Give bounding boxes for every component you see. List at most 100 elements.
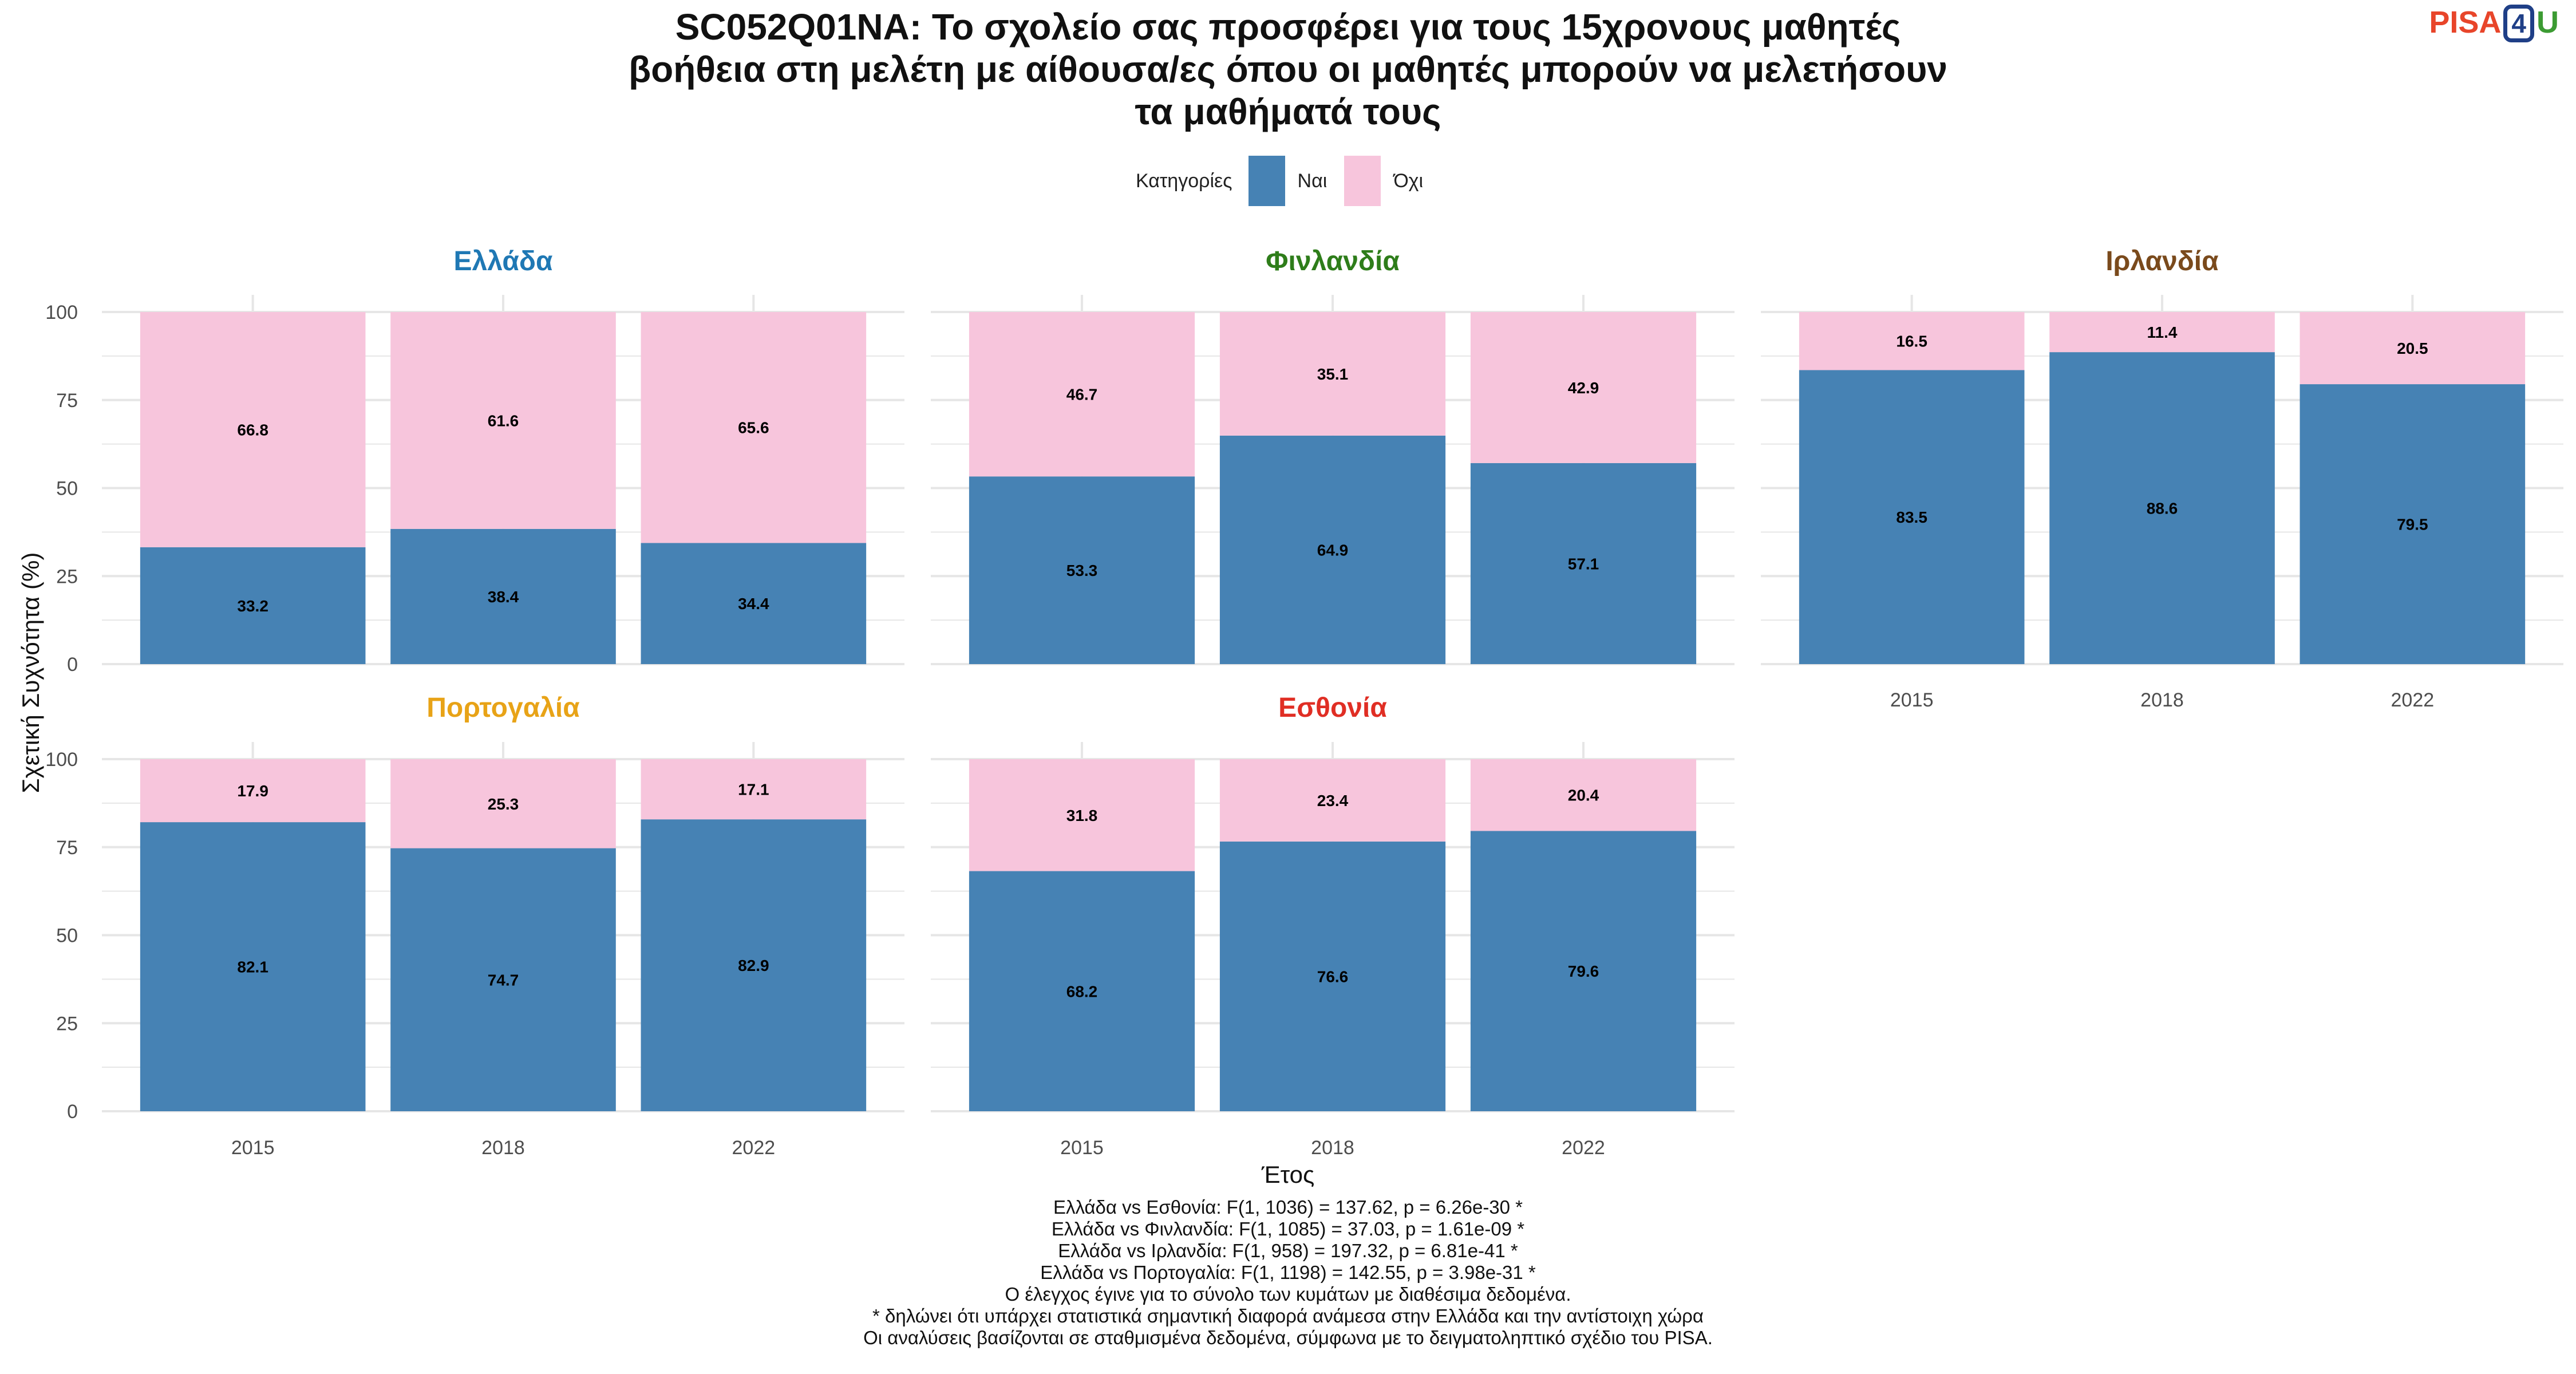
bar-no (1470, 312, 1697, 463)
panel-title: Εσθονία (1278, 693, 1387, 723)
data-label-no: 17.1 (738, 781, 769, 799)
x-tick-label: 2018 (481, 1137, 525, 1159)
data-label-yes: 79.5 (2397, 516, 2428, 534)
logo-text-pisa: PISA (2429, 5, 2502, 40)
data-label-yes: 68.2 (1066, 982, 1098, 1000)
x-tick-label: 2018 (1311, 1137, 1354, 1159)
data-label-no: 65.6 (738, 419, 769, 437)
x-tick-label: 2015 (1890, 689, 1934, 711)
bar-yes (1470, 463, 1697, 664)
x-tick-label: 2015 (231, 1137, 275, 1159)
bar-no (969, 312, 1195, 477)
data-label-yes: 76.6 (1317, 968, 1349, 985)
data-label-no: 11.4 (2147, 323, 2178, 341)
bar-yes (2300, 384, 2526, 664)
bar-no (2300, 312, 2526, 385)
x-tick-label: 2022 (1562, 1137, 1605, 1159)
data-label-yes: 83.5 (1896, 508, 1927, 526)
footnote-line: * δηλώνει ότι υπάρχει στατιστικά σημαντι… (872, 1305, 1704, 1326)
bar-no (2049, 312, 2275, 353)
legend-label-no: Όχι (1393, 169, 1424, 192)
data-label-no: 20.4 (1568, 787, 1599, 804)
x-tick-label: 2022 (732, 1137, 776, 1159)
legend-key-yes (1248, 156, 1285, 206)
data-label-yes: 82.9 (738, 957, 769, 974)
panel-title: Ιρλανδία (2105, 246, 2219, 277)
bar-no (390, 312, 616, 529)
data-label-yes: 53.3 (1066, 562, 1098, 579)
data-label-no: 25.3 (488, 795, 519, 813)
data-label-yes: 64.9 (1317, 541, 1349, 559)
data-label-no: 16.5 (1896, 333, 1927, 350)
y-tick-label: 100 (45, 302, 78, 323)
bar-no (390, 759, 616, 848)
y-tick-label: 0 (67, 1101, 78, 1123)
footnote-line: Ελλάδα vs Εσθονία: F(1, 1036) = 137.62, … (1053, 1197, 1523, 1218)
data-label-yes: 82.1 (237, 958, 268, 976)
data-label-no: 23.4 (1317, 792, 1349, 810)
x-tick-label: 2022 (2391, 689, 2435, 711)
y-tick-label: 25 (56, 566, 78, 587)
bar-yes (1219, 841, 1446, 1111)
legend-label-yes: Ναι (1297, 169, 1327, 192)
y-tick-label: 50 (56, 478, 78, 500)
x-tick-label: 2018 (2140, 689, 2184, 711)
bar-no (641, 759, 867, 820)
footnote-line: Οι αναλύσεις βασίζονται σε σταθμισμένα δ… (863, 1327, 1713, 1348)
data-label-no: 31.8 (1066, 807, 1098, 824)
data-label-yes: 88.6 (2147, 500, 2178, 518)
panel-title: Φινλανδία (1266, 246, 1400, 277)
bar-no (641, 312, 867, 543)
y-tick-label: 50 (56, 925, 78, 947)
data-label-no: 42.9 (1568, 379, 1599, 397)
bar-yes (140, 547, 366, 664)
title-line-3: τα μαθήματά τους (1135, 91, 1441, 132)
bar-yes (390, 528, 616, 664)
footnote-line: Ο έλεγχος έγινε για το σύνολο των κυμάτω… (1005, 1284, 1571, 1305)
footnote-line: Ελλάδα vs Φινλανδία: F(1, 1085) = 37.03,… (1051, 1218, 1525, 1239)
data-label-no: 46.7 (1066, 386, 1098, 404)
legend-key-no (1344, 156, 1381, 206)
bar-no (1219, 759, 1446, 842)
data-label-yes: 34.4 (738, 595, 769, 613)
data-label-yes: 74.7 (488, 971, 519, 989)
title-line-2: βοήθεια στη μελέτη με αίθουσα/ες όπου οι… (629, 49, 1947, 90)
bar-no (1470, 759, 1697, 831)
footnote-line: Ελλάδα vs Πορτογαλία: F(1, 1198) = 142.5… (1040, 1262, 1536, 1283)
bar-no (1799, 312, 2025, 370)
bar-no (1219, 312, 1446, 436)
y-axis-label: Σχετική Συχνότητα (%) (17, 552, 44, 793)
data-label-no: 35.1 (1317, 365, 1349, 383)
data-label-no: 61.6 (488, 412, 519, 429)
footnotes: Ελλάδα vs Εσθονία: F(1, 1036) = 137.62, … (0, 1197, 2576, 1349)
y-tick-label: 75 (56, 837, 78, 859)
bar-yes (969, 476, 1195, 664)
bar-yes (390, 848, 616, 1111)
bar-yes (969, 871, 1195, 1111)
logo-text-u: U (2537, 5, 2559, 40)
x-axis-label: Έτος (1261, 1161, 1315, 1188)
bar-yes (1219, 435, 1446, 664)
panel-title: Πορτογαλία (426, 693, 580, 723)
y-tick-label: 100 (45, 749, 78, 771)
y-tick-label: 0 (67, 654, 78, 676)
bar-no (140, 759, 366, 823)
data-label-yes: 79.6 (1568, 962, 1599, 980)
bar-yes (1470, 831, 1697, 1111)
footnote-line: Ελλάδα vs Ιρλανδία: F(1, 958) = 197.32, … (1058, 1240, 1518, 1261)
data-label-yes: 33.2 (237, 597, 268, 615)
legend: Κατηγορίες Ναι Όχι (0, 156, 2576, 206)
bar-no (969, 759, 1195, 871)
bar-yes (2049, 352, 2275, 664)
y-tick-label: 75 (56, 390, 78, 412)
logo-text-four: 4 (2503, 5, 2534, 42)
bar-yes (641, 819, 867, 1111)
panel-title: Ελλάδα (454, 246, 553, 277)
pisa4u-logo: PISA 4 U (2429, 5, 2559, 42)
data-label-no: 66.8 (237, 421, 268, 439)
title-line-1: SC052Q01NA: Το σχολείο σας προσφέρει για… (675, 6, 1901, 48)
bar-yes (641, 543, 867, 664)
data-label-yes: 38.4 (488, 588, 519, 606)
legend-title: Κατηγορίες (1135, 169, 1232, 192)
